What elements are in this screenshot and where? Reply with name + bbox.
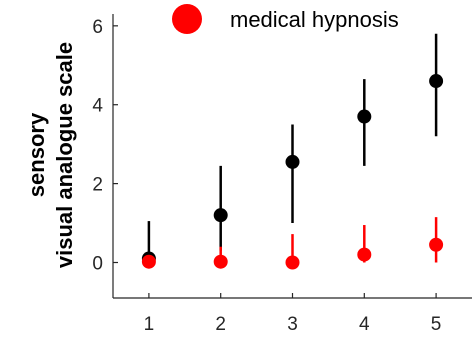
series-0-point-4 [429,74,444,89]
y-tick-label-2: 4 [92,96,103,117]
x-tick-label-0: 1 [144,314,155,335]
series-layer [141,33,444,270]
y-ticks: 0 2 4 6 [92,17,118,275]
legend-marker-medical-hypnosis [172,4,202,34]
y-axis-label-line-2: visual analogue scale [52,42,77,268]
series-0-point-3 [357,109,372,124]
series-0-point-2 [285,154,300,169]
series-1-point-1 [213,254,228,269]
x-tick-label-4: 5 [431,314,442,335]
x-tick-label-2: 3 [287,314,298,335]
legend: medical hypnosis [172,4,399,34]
y-tick-label-1: 2 [92,175,103,196]
series-1-point-4 [429,237,444,252]
y-tick-label-3: 6 [92,17,103,38]
series-1-point-2 [285,255,300,270]
x-ticks: 1 2 3 4 5 [144,293,442,335]
series-0 [141,33,444,266]
legend-label-medical-hypnosis: medical hypnosis [230,7,399,32]
series-1 [141,217,444,270]
y-axis-label-line-1: sensory [24,112,49,197]
x-tick-label-1: 2 [215,314,226,335]
x-tick-label-3: 4 [359,314,370,335]
series-1-point-0 [141,254,156,269]
series-0-point-1 [213,208,228,223]
y-axis-label: sensory visual analogue scale [24,42,77,268]
y-tick-label-0: 0 [92,254,103,275]
series-1-point-3 [357,247,372,262]
